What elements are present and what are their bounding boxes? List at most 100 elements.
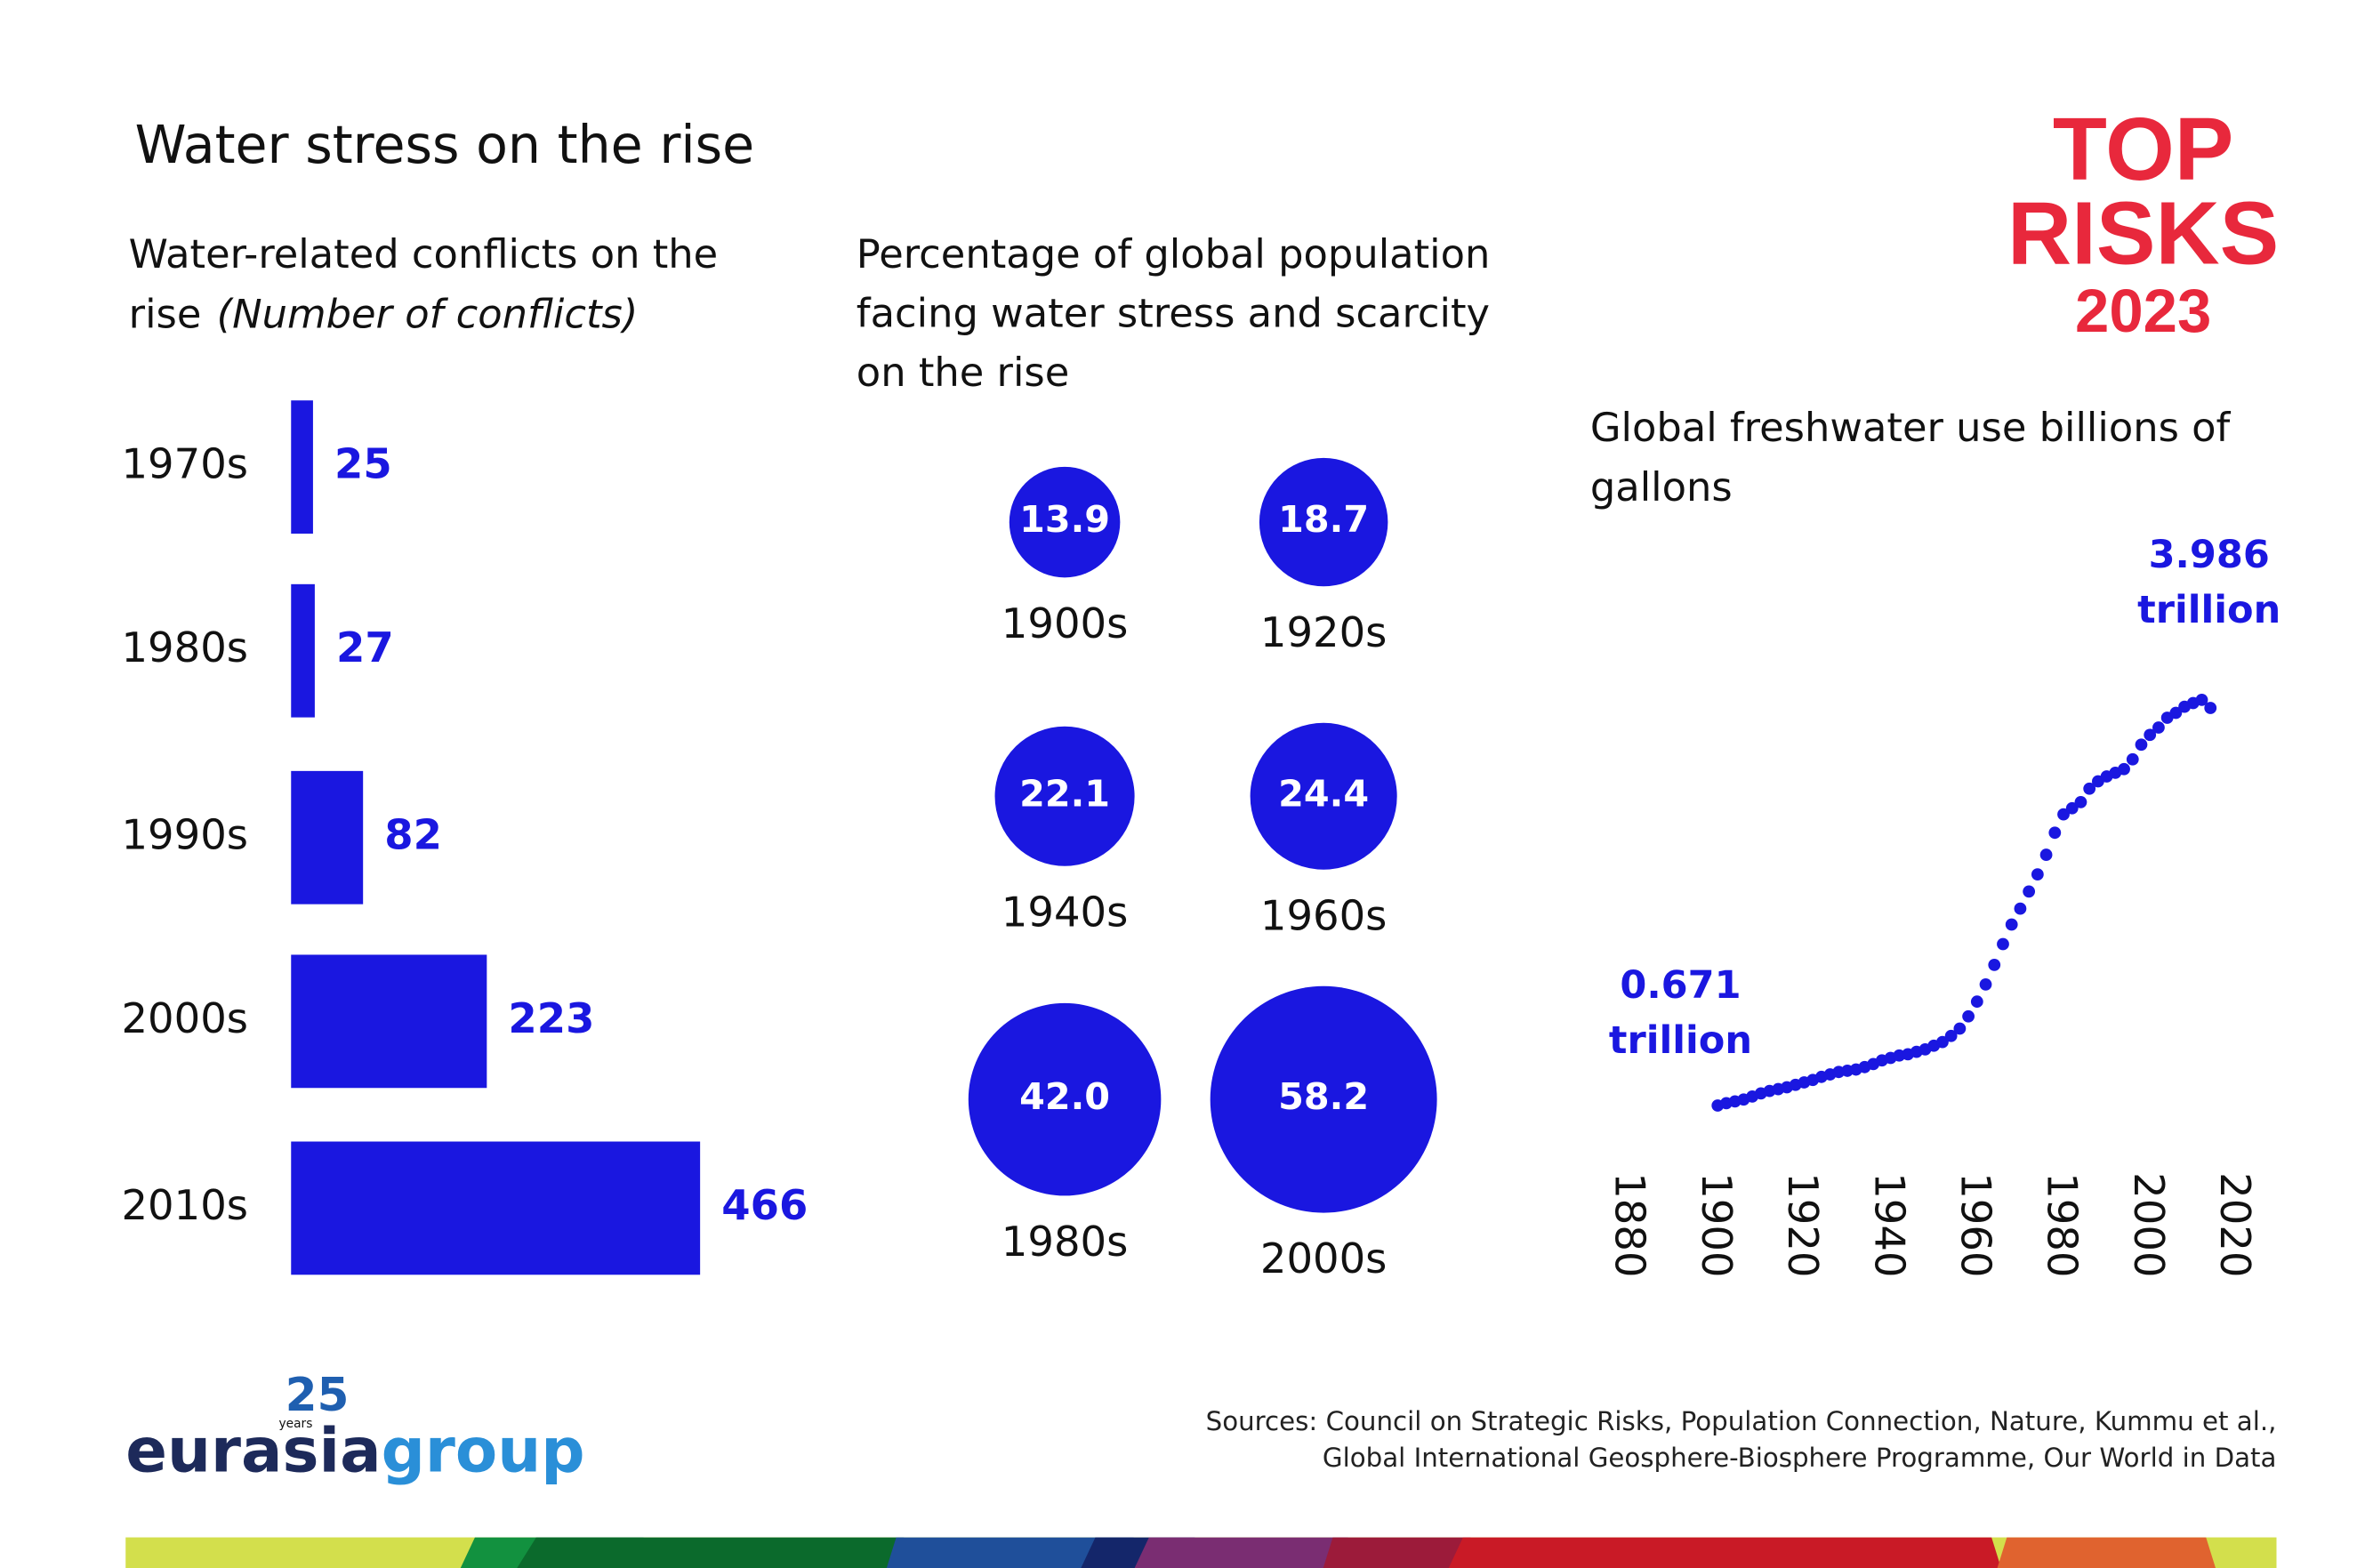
bar xyxy=(291,954,487,1089)
x-tick-label: 1900 xyxy=(1693,1172,1741,1277)
stripe xyxy=(1134,1537,1348,1568)
x-tick-label: 1920 xyxy=(1779,1172,1827,1277)
bubble xyxy=(968,1002,1162,1196)
category-label: 1980s xyxy=(1001,1218,1129,1266)
bar xyxy=(291,770,364,905)
x-tick-label: 1980 xyxy=(2039,1172,2087,1277)
data-point xyxy=(2065,801,2079,815)
data-point xyxy=(2135,738,2148,752)
data-point xyxy=(1944,1029,1958,1042)
bar xyxy=(291,1141,701,1275)
category-label: 1940s xyxy=(1001,888,1129,936)
bubble xyxy=(1210,985,1437,1213)
chart-title: Water-related conflicts on the xyxy=(129,230,719,277)
top-risks-logo: TOP RISKS 2023 xyxy=(2007,101,2279,345)
logo-text: eurasia xyxy=(125,1416,381,1487)
bubble xyxy=(1250,722,1397,870)
value-label: 25 xyxy=(334,440,392,488)
category-label: 1900s xyxy=(1001,599,1129,647)
annotation: 3.986 xyxy=(2149,533,2270,577)
category-label: 2000s xyxy=(1260,1234,1388,1283)
stripe xyxy=(886,1537,1134,1568)
data-point xyxy=(2031,868,2044,880)
chart-title: on the rise xyxy=(857,349,1069,396)
logo-text: 25 xyxy=(286,1369,350,1422)
data-point xyxy=(1970,995,1983,1009)
category-label: 1990s xyxy=(121,810,248,858)
bar xyxy=(291,583,315,718)
sources: Global International Geosphere-Biosphere… xyxy=(1323,1443,2277,1473)
category-label: 1970s xyxy=(121,440,248,488)
data-point xyxy=(2074,796,2087,808)
category-label: 1920s xyxy=(1260,608,1388,656)
data-point xyxy=(2126,752,2139,766)
logo-text: TOP xyxy=(2053,101,2234,199)
category-label: 2010s xyxy=(121,1181,248,1229)
logo-text: years xyxy=(278,1417,312,1431)
chart-title: facing water stress and scarcity xyxy=(857,290,1490,337)
value-label: 466 xyxy=(721,1181,808,1229)
chart-subtitle: (Number of conflicts) xyxy=(217,290,639,337)
logo-text: eurasiagroup xyxy=(125,1416,584,1487)
data-point xyxy=(2152,721,2165,734)
value-label: 223 xyxy=(508,994,594,1042)
data-point xyxy=(2057,808,2070,821)
bubble xyxy=(1009,466,1121,578)
data-point xyxy=(1997,937,2009,951)
category-label: 2000s xyxy=(121,994,248,1042)
annotation: trillion xyxy=(2137,588,2280,632)
annotation: trillion xyxy=(1609,1018,1752,1063)
x-tick-label: 2020 xyxy=(2211,1172,2259,1277)
data-point xyxy=(2204,702,2217,714)
data-point xyxy=(1962,1009,1975,1023)
data-point xyxy=(2048,826,2062,840)
data-point xyxy=(2169,706,2183,720)
data-point xyxy=(2083,782,2096,795)
stripe xyxy=(1323,1537,1471,1568)
stripe xyxy=(1997,1537,2216,1568)
x-tick-label: 1960 xyxy=(1951,1172,1999,1277)
data-point xyxy=(1979,978,1992,991)
value-label: 42.0 xyxy=(1019,1075,1110,1118)
chart-title: rise xyxy=(129,290,202,337)
category-label: 1960s xyxy=(1260,891,1388,939)
data-point xyxy=(1953,1022,1967,1035)
data-point xyxy=(2118,762,2130,776)
value-label: 22.1 xyxy=(1019,772,1110,815)
chart-title: gallons xyxy=(1590,463,1733,511)
x-tick-label: 1940 xyxy=(1865,1172,1913,1277)
value-label: 27 xyxy=(336,623,394,671)
value-label: 58.2 xyxy=(1278,1075,1369,1118)
stripe xyxy=(1448,1537,2001,1568)
bubble xyxy=(1259,457,1388,587)
data-point xyxy=(2039,848,2053,861)
data-point xyxy=(1988,959,2001,971)
data-point xyxy=(1936,1035,1949,1049)
value-label: 82 xyxy=(384,810,442,858)
logo-text: RISKS xyxy=(2007,185,2279,284)
sources: Sources: Council on Strategic Risks, Pop… xyxy=(1206,1406,2277,1436)
value-label: 24.4 xyxy=(1278,772,1369,815)
bubble xyxy=(994,726,1135,866)
bar xyxy=(291,400,313,535)
chart-title: Percentage of global population xyxy=(857,230,1491,277)
stripe xyxy=(517,1537,913,1568)
x-tick-label: 1880 xyxy=(1606,1172,1654,1277)
eurasia-logo: 25 years eurasiagroup xyxy=(125,1369,584,1487)
color-stripe xyxy=(125,1537,2277,1568)
logo-text: group xyxy=(382,1416,585,1487)
page-title: Water stress on the rise xyxy=(135,115,755,175)
value-label: 13.9 xyxy=(1019,498,1110,541)
data-point xyxy=(2144,728,2157,742)
category-label: 1980s xyxy=(121,623,248,671)
data-point xyxy=(2023,885,2036,898)
x-tick-label: 2000 xyxy=(2125,1172,2173,1277)
annotation: 0.671 xyxy=(1620,963,1741,1008)
data-point xyxy=(2005,918,2018,931)
logo-text: 2023 xyxy=(2075,277,2211,345)
data-point xyxy=(2014,902,2027,915)
chart-title: Global freshwater use billions of xyxy=(1590,404,2232,451)
data-point xyxy=(2195,693,2208,706)
